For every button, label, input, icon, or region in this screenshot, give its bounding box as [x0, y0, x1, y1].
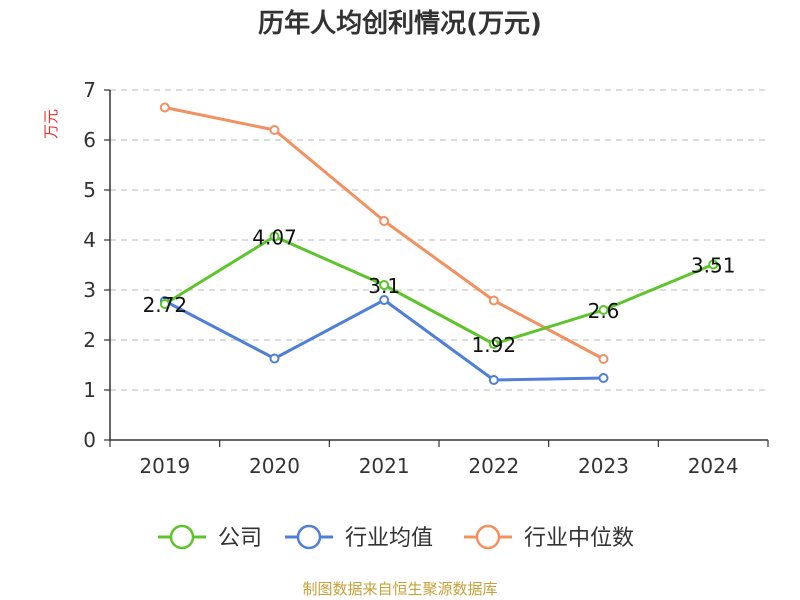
x-tick-label: 2022	[468, 454, 519, 478]
y-tick-label: 6	[83, 128, 96, 152]
legend-marker	[169, 524, 195, 550]
data-point	[488, 375, 499, 385]
legend-label: 行业均值	[345, 526, 433, 551]
y-tick-label: 4	[83, 228, 96, 252]
series-line-2	[164, 106, 605, 361]
y-tick-label: 3	[83, 278, 96, 302]
data-point	[708, 259, 719, 270]
y-axis-label: 万元	[42, 109, 60, 139]
y-tick-label: 0	[83, 428, 96, 452]
data-point	[598, 305, 609, 315]
legend-label: 公司	[218, 526, 262, 551]
x-tick-label: 2020	[249, 454, 300, 478]
data-point	[488, 339, 499, 349]
data-point	[379, 216, 390, 226]
data-point	[269, 125, 280, 135]
data-point	[269, 231, 280, 242]
series-lines	[159, 102, 719, 385]
series-line-0	[164, 235, 714, 346]
y-tick-label: 1	[83, 378, 96, 402]
data-label: 3.1	[368, 274, 400, 298]
y-tick-label: 2	[83, 328, 96, 352]
data-point	[598, 373, 609, 383]
legend-label: 行业中位数	[524, 526, 634, 551]
legend-marker	[296, 524, 322, 550]
data-point	[488, 295, 499, 306]
legend: 公司 行业均值 行业中位数	[158, 524, 634, 551]
data-label: 2.6	[588, 299, 620, 323]
x-tick-label: 2019	[139, 454, 190, 478]
y-tick-label: 7	[83, 78, 96, 102]
data-label: 2.72	[143, 293, 188, 317]
data-point	[159, 102, 170, 113]
data-point	[598, 354, 609, 364]
source-note: 制图数据来自恒生聚源数据库	[302, 580, 497, 598]
axes: 0 1 2 3 4 5 6 7 2019 2020 2021 2022 2023 2024	[83, 78, 769, 478]
y-tick-label: 5	[83, 178, 96, 202]
legend-marker	[475, 524, 501, 550]
x-tick-label: 2024	[688, 454, 739, 478]
chart-title: 历年人均创利情况(万元)	[258, 8, 542, 39]
data-point	[379, 280, 390, 290]
data-point	[159, 299, 170, 309]
x-tick-label: 2023	[578, 454, 629, 478]
data-point	[379, 295, 390, 305]
data-label: 1.92	[472, 333, 517, 357]
data-point	[269, 353, 280, 364]
data-label: 3.51	[691, 254, 736, 278]
x-tick-label: 2021	[359, 454, 410, 478]
series-line-1	[164, 298, 604, 382]
data-labels: 2.72 4.07 3.1 1.92 2.6 3.51	[143, 226, 736, 358]
data-label: 4.07	[252, 226, 297, 250]
grid-lines	[110, 89, 768, 391]
